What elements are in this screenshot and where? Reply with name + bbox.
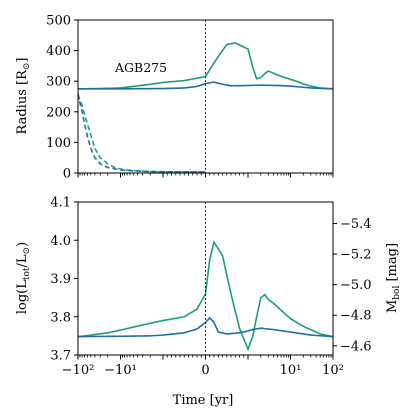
xtick-label: −10¹ (104, 363, 137, 378)
radius-axis-title: Radius [R⊙] (15, 58, 32, 135)
radius-ytick-label: 0 (63, 167, 71, 182)
radius-series-0-line (78, 42, 333, 90)
magnitude-axis-title: Mbol [mag] (385, 243, 402, 313)
mag-ytick-label: −5.0 (340, 278, 372, 293)
radius-ytick-label: 400 (46, 44, 71, 59)
mag-ytick-label: −4.8 (340, 309, 372, 324)
radius-ytick-label: 200 (46, 105, 71, 120)
mag-ytick-label: −5.2 (340, 248, 372, 263)
lum-ytick-label: 3.8 (50, 310, 71, 325)
xtick-label: −10² (62, 363, 95, 378)
lum-ytick-label: 3.7 (50, 349, 71, 364)
radius-ytick-label: 300 (46, 75, 71, 90)
radius-ytick-label: 100 (46, 136, 71, 151)
mag-ytick-label: −5.4 (340, 217, 372, 232)
xtick-label: 10² (322, 363, 344, 378)
radius-ytick-label: 500 (46, 14, 71, 29)
lum-series-0-line (78, 240, 333, 352)
xtick-label: 0 (201, 363, 209, 378)
radius-panel: 0 100 200 300 400 500 (46, 14, 334, 182)
time-axis-title: Time [yr] (173, 393, 234, 408)
lum-ytick-label: 4.0 (50, 234, 71, 249)
lum-series-1-line (78, 316, 333, 338)
radius-series-3-line (78, 93, 206, 173)
luminosity-panel: 3.7 3.8 3.9 4.0 4.1 −4.6 −4.8 −5.0 −5.2 −5.4 −10² −… (50, 196, 371, 379)
lum-ytick-label: 4.1 (50, 196, 71, 211)
radius-series-2-line (78, 94, 206, 173)
lum-ytick-label: 3.9 (50, 272, 71, 287)
xtick-label: 10¹ (280, 363, 302, 378)
mag-ytick-label: −4.6 (340, 339, 372, 354)
radius-series-1-line (78, 81, 333, 90)
model-annotation: AGB275 (114, 60, 167, 75)
luminosity-axis-title: log(Ltot/L⊙) (15, 242, 32, 314)
